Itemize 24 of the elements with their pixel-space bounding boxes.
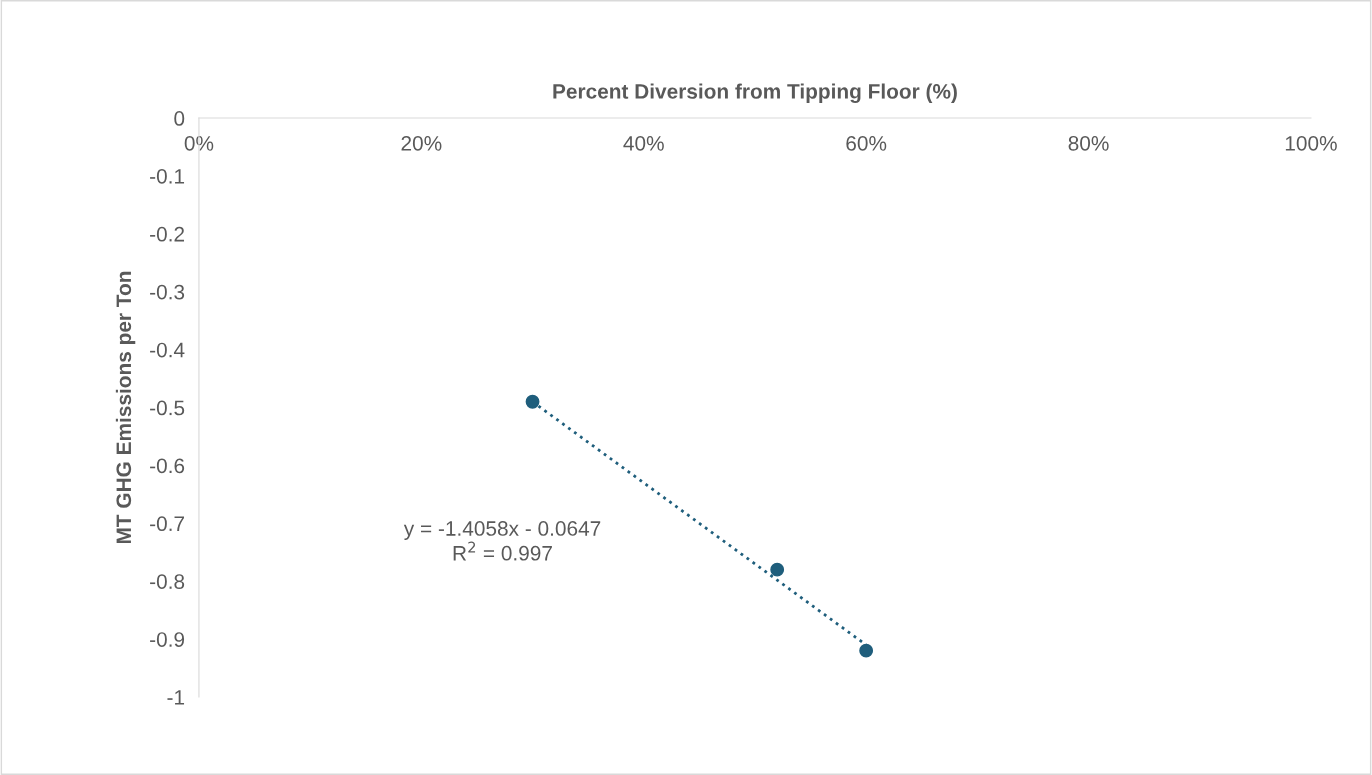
y-tick-label: -0.9 — [150, 632, 185, 647]
y-tick-label: 0 — [174, 111, 185, 126]
y-tick-label: -0.7 — [150, 516, 185, 532]
y-tick-label: -0.1 — [150, 168, 185, 184]
x-tick-label: 80% — [1068, 135, 1109, 151]
annotation: y = -1.4058x - 0.0647 — [403, 521, 601, 540]
point — [525, 394, 540, 409]
point — [859, 643, 874, 658]
y-tick-label: -0.5 — [150, 400, 185, 416]
y-tick-label: -1 — [167, 690, 185, 705]
y-tick-label: -0.3 — [150, 284, 185, 300]
x-tick-label: 0% — [184, 135, 214, 151]
x-tick-label: 20% — [401, 135, 442, 151]
y-tick-label: -0.6 — [150, 458, 185, 474]
y-axis-title: MT GHG Emissions per Ton — [115, 271, 136, 544]
y-tick-label: -0.2 — [150, 226, 185, 242]
x-tick-label: 100% — [1285, 135, 1337, 151]
y-tick-label: -0.4 — [150, 342, 185, 358]
point — [770, 562, 785, 577]
annotation: R$^{2}$ = 0.997 — [453, 541, 552, 561]
x-axis-title: Percent Diversion from Tipping Floor (%) — [553, 83, 957, 103]
x-tick-label: 60% — [846, 135, 887, 151]
y-tick-label: -0.8 — [150, 574, 185, 589]
x-tick-label: 40% — [623, 135, 664, 151]
